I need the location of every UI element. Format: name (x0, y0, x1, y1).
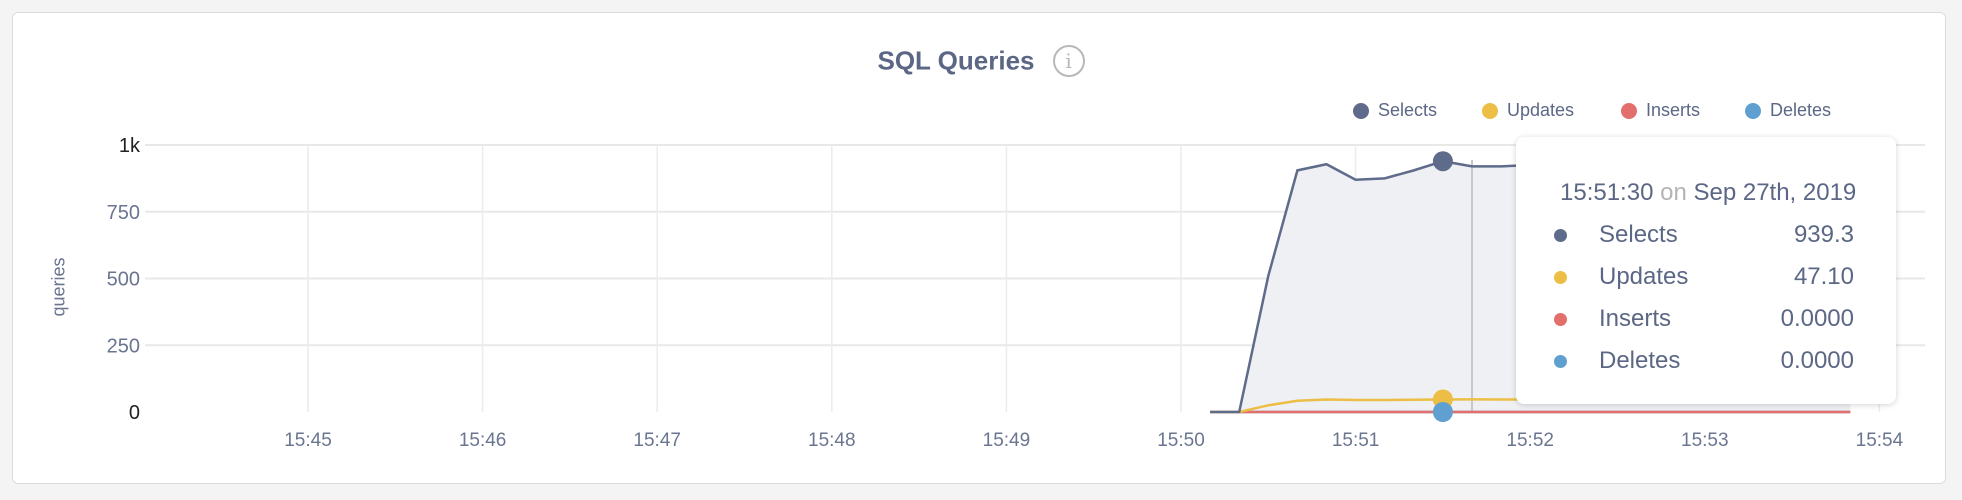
legend-dot-icon (1353, 102, 1369, 119)
x-tick-label: 15:47 (633, 430, 681, 451)
y-tick-label: 1k (119, 135, 141, 157)
legend-dot-icon (1745, 102, 1761, 119)
legend-label: Selects (1378, 100, 1438, 120)
x-tick-label: 15:52 (1506, 430, 1554, 451)
tooltip-header: 15:51:30 on Sep 27th, 2019 (1560, 179, 1856, 207)
tooltip-on: on (1660, 179, 1687, 206)
info-circle-icon[interactable]: i (1052, 45, 1085, 78)
x-tick-label: 15:53 (1681, 430, 1729, 451)
y-tick-label: 0 (129, 402, 140, 424)
legend-label: Deletes (1770, 100, 1832, 120)
tooltip-series-name: Deletes (1599, 347, 1681, 374)
tooltip-series-value: 0.0000 (1780, 305, 1854, 332)
tooltip-series-name: Selects (1599, 221, 1678, 248)
x-tick-label: 15:51 (1332, 430, 1380, 451)
legend-label: Inserts (1646, 100, 1701, 120)
tooltip-row-updates: Updates 47.10 (1554, 261, 1854, 293)
series-dot-icon (1554, 354, 1567, 368)
tooltip-row-selects: Selects 939.3 (1554, 219, 1854, 251)
tooltip-row-deletes: Deletes 0.0000 (1554, 345, 1854, 377)
legend-item-inserts[interactable]: Inserts (1621, 100, 1700, 121)
y-tick-label: 500 (107, 269, 140, 291)
x-tick-label: 15:50 (1157, 430, 1205, 451)
series-dot-icon (1554, 228, 1567, 242)
hover-marker-deletes (1432, 402, 1453, 422)
chart-title-text: SQL Queries (877, 45, 1035, 76)
tooltip-series-value: 939.3 (1793, 221, 1854, 248)
tooltip-series-name: Inserts (1599, 305, 1672, 332)
series-dot-icon (1554, 270, 1567, 284)
y-tick-label: 250 (107, 335, 140, 357)
x-tick-label: 15:46 (459, 430, 507, 451)
x-tick-label: 15:45 (284, 430, 332, 451)
legend-item-updates[interactable]: Updates (1482, 100, 1574, 121)
chart-title: SQL Queries i (0, 44, 1962, 78)
legend-label: Updates (1507, 100, 1575, 120)
hover-marker-selects (1432, 151, 1453, 172)
tooltip-time: 15:51:30 (1560, 179, 1654, 206)
legend-item-deletes[interactable]: Deletes (1745, 100, 1831, 121)
tooltip-row-inserts: Inserts 0.0000 (1554, 303, 1854, 335)
tooltip-date: Sep 27th, 2019 (1693, 179, 1857, 206)
tooltip-series-name: Updates (1599, 263, 1689, 290)
series-dot-icon (1554, 312, 1567, 326)
tooltip-series-value: 0.0000 (1780, 347, 1854, 374)
x-tick-label: 15:49 (983, 430, 1031, 451)
legend-dot-icon (1621, 102, 1637, 119)
legend-dot-icon (1482, 102, 1498, 119)
tooltip-series-value: 47.10 (1793, 263, 1854, 290)
legend-item-selects[interactable]: Selects (1353, 100, 1437, 121)
x-tick-label: 15:48 (808, 430, 856, 451)
x-tick-label: 15:54 (1856, 430, 1904, 451)
tooltip: 15:51:30 on Sep 27th, 2019 Selects 939.3 … (1516, 137, 1896, 404)
y-tick-label: 750 (107, 202, 140, 224)
